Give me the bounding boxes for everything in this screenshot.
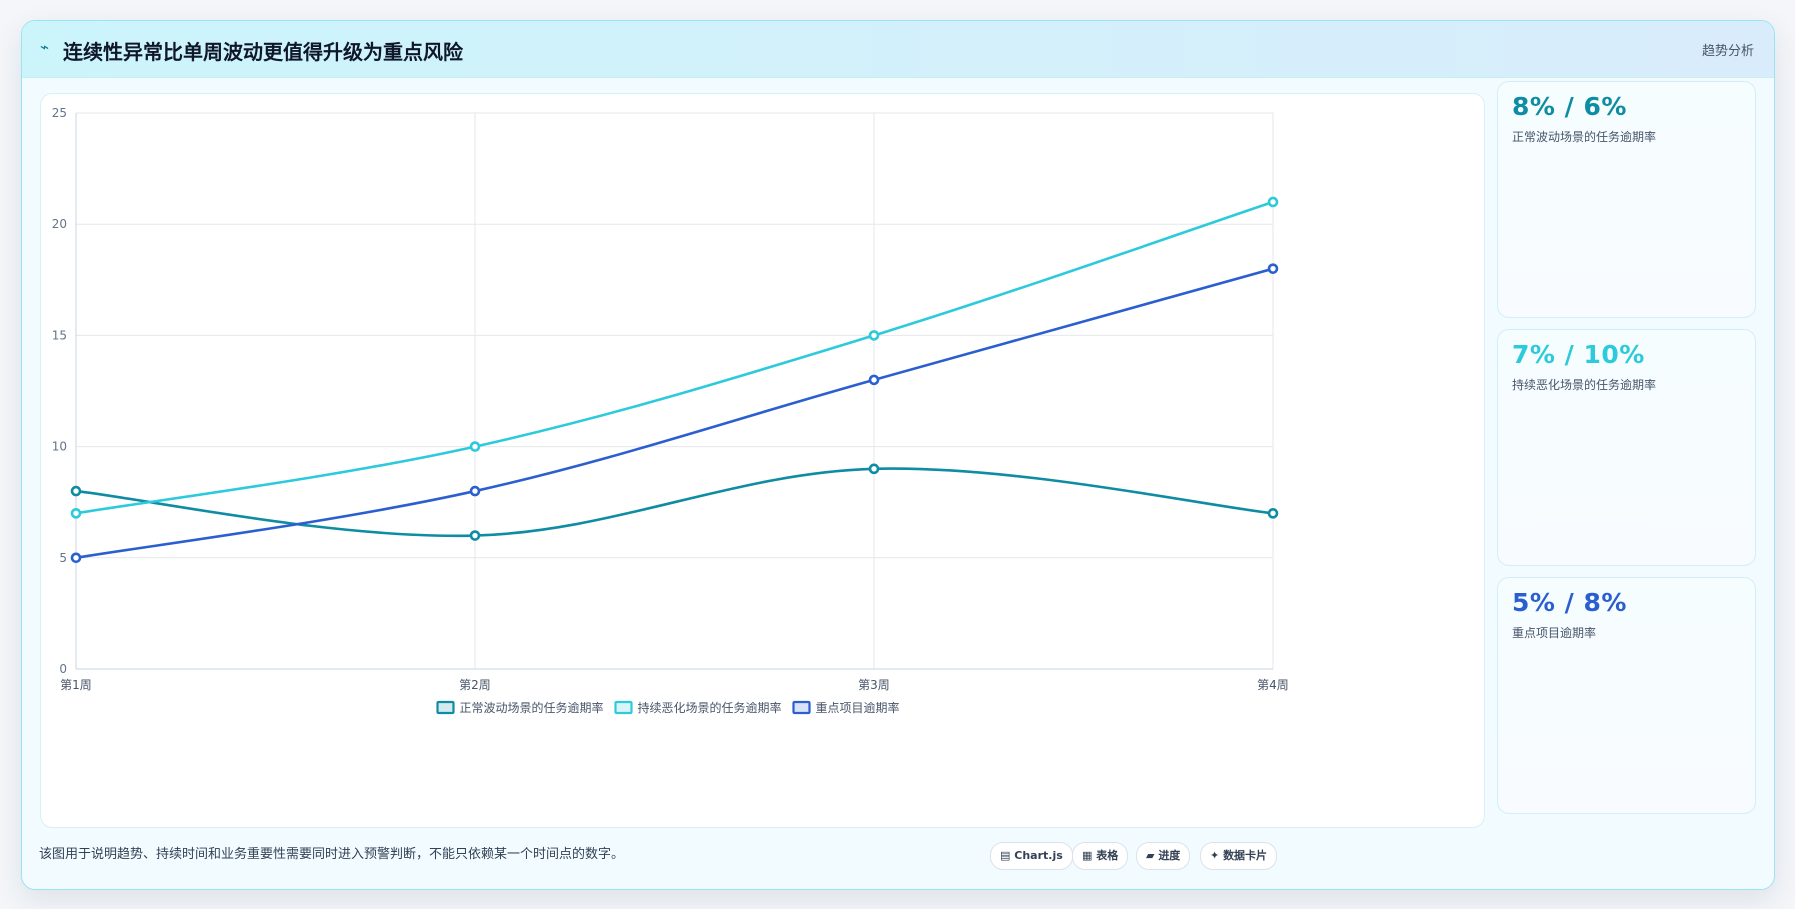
trend-line-icon: ⌁: [40, 38, 50, 56]
data-point: [469, 530, 481, 541]
data-point: [1267, 196, 1279, 208]
legend-label: 持续恶化场景的任务逾期率: [638, 700, 782, 715]
y-tick-label: 5: [59, 551, 67, 565]
chart-icon: ▤: [1000, 849, 1011, 862]
data-point: [469, 485, 481, 497]
stat-label: 重点项目逾期率: [1512, 626, 1597, 640]
data-point: [70, 485, 82, 497]
table-icon: ▦: [1082, 849, 1093, 862]
stat-value: 5% / 8%: [1512, 588, 1627, 617]
stat-card-key-project: 5% / 8% 重点项目逾期率: [1497, 577, 1756, 814]
data-point: [469, 441, 481, 452]
series-line-2: [75, 200, 1274, 515]
category-tag: 趋势分析: [1701, 44, 1754, 59]
card-header: ⌁ 连续性异常比单周波动更值得升级为重点风险 趋势分析: [22, 21, 1774, 78]
y-tick-label: 15: [52, 328, 67, 342]
data-point: [1267, 263, 1279, 274]
stat-card-worsening: 7% / 10% 持续恶化场景的任务逾期率: [1497, 329, 1756, 566]
legend-label: 正常波动场景的任务逾期率: [460, 700, 604, 715]
x-tick-label: 第4周: [1257, 678, 1289, 692]
chip-label: 数据卡片: [1223, 849, 1268, 862]
stat-card-normal: 8% / 6% 正常波动场景的任务逾期率: [1497, 81, 1756, 318]
stat-value: 8% / 6%: [1512, 92, 1627, 121]
stat-label: 正常波动场景的任务逾期率: [1512, 130, 1657, 144]
chart-area: 0 5 10 15 20 25 第1周 第2周 第3周 第4周正常波动场景的任务逾期率 持续恶化场景…: [40, 93, 1485, 828]
stat-label: 持续恶化场景的任务逾期率: [1512, 378, 1657, 392]
data-point: [70, 552, 82, 564]
x-tick-label: 第2周: [459, 678, 491, 692]
x-tick-label: 第3周: [858, 678, 890, 692]
data-point: [1267, 508, 1279, 519]
y-tick-label: 10: [52, 440, 67, 454]
legend-swatch: [614, 700, 633, 715]
x-tick-label: 第1周: [60, 678, 92, 692]
progress-icon: ▰: [1146, 849, 1155, 862]
chip-label: 进度: [1158, 849, 1181, 862]
series-line-1: [75, 467, 1274, 538]
data-point: [868, 330, 880, 341]
chip-data-card[interactable]: ✦ 数据卡片: [1200, 842, 1278, 870]
chip-progress[interactable]: ▰ 进度: [1136, 842, 1191, 870]
legend-swatch: [436, 700, 455, 715]
data-card-icon: ✦: [1210, 849, 1220, 862]
chip-chartjs[interactable]: ▤ Chart.js: [990, 842, 1073, 870]
chip-table[interactable]: ▦ 表格: [1072, 842, 1129, 870]
data-point: [70, 508, 82, 519]
y-tick-label: 25: [52, 106, 67, 120]
data-point: [868, 374, 880, 386]
y-tick-label: 0: [59, 662, 67, 676]
legend-swatch: [792, 700, 811, 715]
y-tick-label: 20: [52, 217, 67, 231]
card-title: 连续性异常比单周波动更值得升级为重点风险: [63, 40, 463, 64]
chip-label: 表格: [1096, 849, 1119, 862]
chip-label: Chart.js: [1014, 849, 1063, 862]
chart-card: ⌁ 连续性异常比单周波动更值得升级为重点风险 趋势分析 0 5 10 15 20 25 第1…: [21, 20, 1775, 890]
legend-label: 重点项目逾期率: [816, 700, 900, 715]
stat-value: 7% / 10%: [1512, 340, 1645, 369]
chart-note: 该图用于说明趋势、持续时间和业务重要性需要同时进入预警判断，不能只依赖某一个时间…: [39, 847, 625, 862]
series-line-3: [75, 267, 1274, 560]
data-point: [868, 463, 880, 475]
